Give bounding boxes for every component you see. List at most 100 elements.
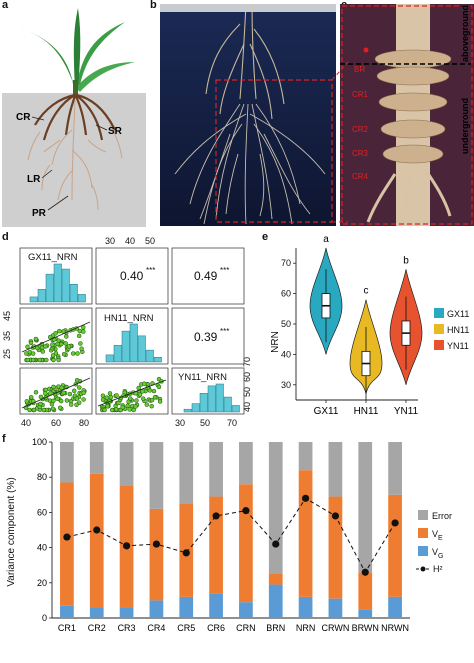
d-diag-label-gx11: GX11_NRN [28, 252, 78, 263]
d-scatter-point [43, 391, 48, 396]
f-xtick-label: CR6 [207, 623, 225, 633]
d-hist-bar [77, 294, 86, 303]
f-bar-v-g [239, 602, 253, 618]
f-bar-v-g [298, 596, 313, 618]
d-scatter-point [61, 351, 67, 357]
f-xtick-label: BRWN [352, 623, 379, 633]
f-bar-error [268, 442, 283, 574]
e-xtick-label: YN11 [394, 406, 419, 417]
d-scatter-point [68, 402, 74, 407]
d-scatter-point [152, 394, 158, 400]
f-bar-v-g [268, 584, 283, 618]
d-scatter-point [50, 342, 55, 347]
f-bar-v-g [328, 598, 343, 618]
d-scatter-point [55, 396, 60, 402]
d-scatter-point [44, 357, 49, 363]
f-bar-v-e [239, 484, 253, 603]
d-scatter-point [136, 385, 141, 391]
d-hist-bar [61, 268, 70, 303]
f-bar-v-e [89, 473, 104, 608]
d-scatter-point [38, 394, 44, 400]
d-scatter-point [140, 396, 146, 401]
f-h2-point [272, 540, 280, 548]
panel-c-photo: BR CR1 CR2 CR3 CR4 aboveground undergrou… [340, 4, 474, 226]
d-scatter-point [127, 407, 132, 412]
e-ytick-label: 50 [281, 319, 291, 329]
d-right-tick: 40 [242, 402, 252, 412]
d-scatter-point [28, 395, 34, 400]
f-h2-point [391, 519, 399, 527]
d-scatter-point [57, 405, 63, 411]
d-scatter-point [31, 407, 37, 413]
f-legend-swatch [418, 546, 428, 556]
e-legend-label: GX11 [447, 309, 469, 319]
d-scatter-point [77, 385, 82, 390]
d-scatter-point [50, 406, 56, 412]
d-top-tick: 30 [105, 236, 115, 246]
e-legend-label: HN11 [447, 325, 469, 335]
d-scatter-point [107, 391, 113, 396]
label-pr: PR [32, 208, 47, 219]
d-bottom-tick: 40 [21, 418, 31, 428]
f-bar-error [179, 442, 194, 504]
d-scatter-point [49, 401, 55, 407]
leaf-left [20, 28, 75, 92]
leader-lines [31, 116, 108, 211]
d-scatter-point [100, 397, 106, 402]
f-legend-swatch [418, 528, 428, 538]
label-sr: SR [108, 126, 123, 137]
f-ytick-label: 80 [37, 472, 47, 482]
f-bar-error [149, 442, 164, 509]
f-bar-v-e [358, 572, 373, 610]
f-h2-point [63, 533, 71, 541]
d-scatter-point [34, 345, 40, 351]
f-bar-v-e [328, 496, 343, 599]
f-bar-v-g [119, 607, 134, 618]
d-cell [19, 247, 93, 305]
d-scatter-point [53, 331, 58, 336]
f-h2-point [242, 507, 250, 515]
f-h2-point [361, 568, 369, 576]
f-bar-v-g [179, 596, 194, 618]
e-sig-letter: a [323, 234, 329, 245]
d-cell [19, 367, 93, 415]
d-scatter-point [57, 328, 62, 334]
f-bar-error [239, 442, 253, 485]
e-legend-label: YN11 [447, 341, 469, 351]
zoom-connectors [331, 61, 349, 223]
root-label-cr2: CR2 [352, 125, 369, 134]
d-hist-bar [153, 357, 162, 363]
f-bar-v-g [388, 596, 402, 618]
label-lr: LR [27, 174, 41, 185]
d-scatter-point [27, 407, 32, 413]
d-hist-bar [45, 273, 54, 303]
f-bar-v-g [149, 600, 164, 618]
f-bar-error [60, 442, 74, 483]
f-ytick-label: 100 [32, 437, 47, 447]
leaf-low [76, 62, 135, 92]
d-scatter-point [149, 403, 154, 409]
d-scatter-point [102, 407, 107, 413]
d-scatter-point [28, 340, 34, 346]
d-bottom-tick: 50 [200, 418, 210, 428]
d-scatter-point [157, 399, 163, 404]
d-scatter-point [66, 344, 72, 349]
d-hist-bar [145, 349, 154, 363]
d-hist-bar [37, 289, 46, 303]
d-scatter-point [70, 351, 76, 356]
crown-roots [34, 93, 116, 141]
d-trend-line [97, 379, 167, 407]
f-h2-point [93, 526, 101, 534]
d-scatter-point [53, 351, 59, 356]
d-scatter-point [25, 357, 31, 363]
label-cr: CR [16, 112, 31, 123]
d-bottom-tick: 80 [79, 418, 89, 428]
d-left-tick: 25 [2, 349, 12, 359]
label-underground: underground [460, 98, 470, 154]
d-trend-line [21, 321, 91, 353]
d-scatter-point [127, 396, 133, 401]
d-hist-bar [129, 323, 138, 363]
panel-a-schematic: CR SR LR PR [2, 8, 146, 227]
f-bar-error [358, 442, 373, 573]
e-xtick-label: HN11 [354, 406, 379, 417]
